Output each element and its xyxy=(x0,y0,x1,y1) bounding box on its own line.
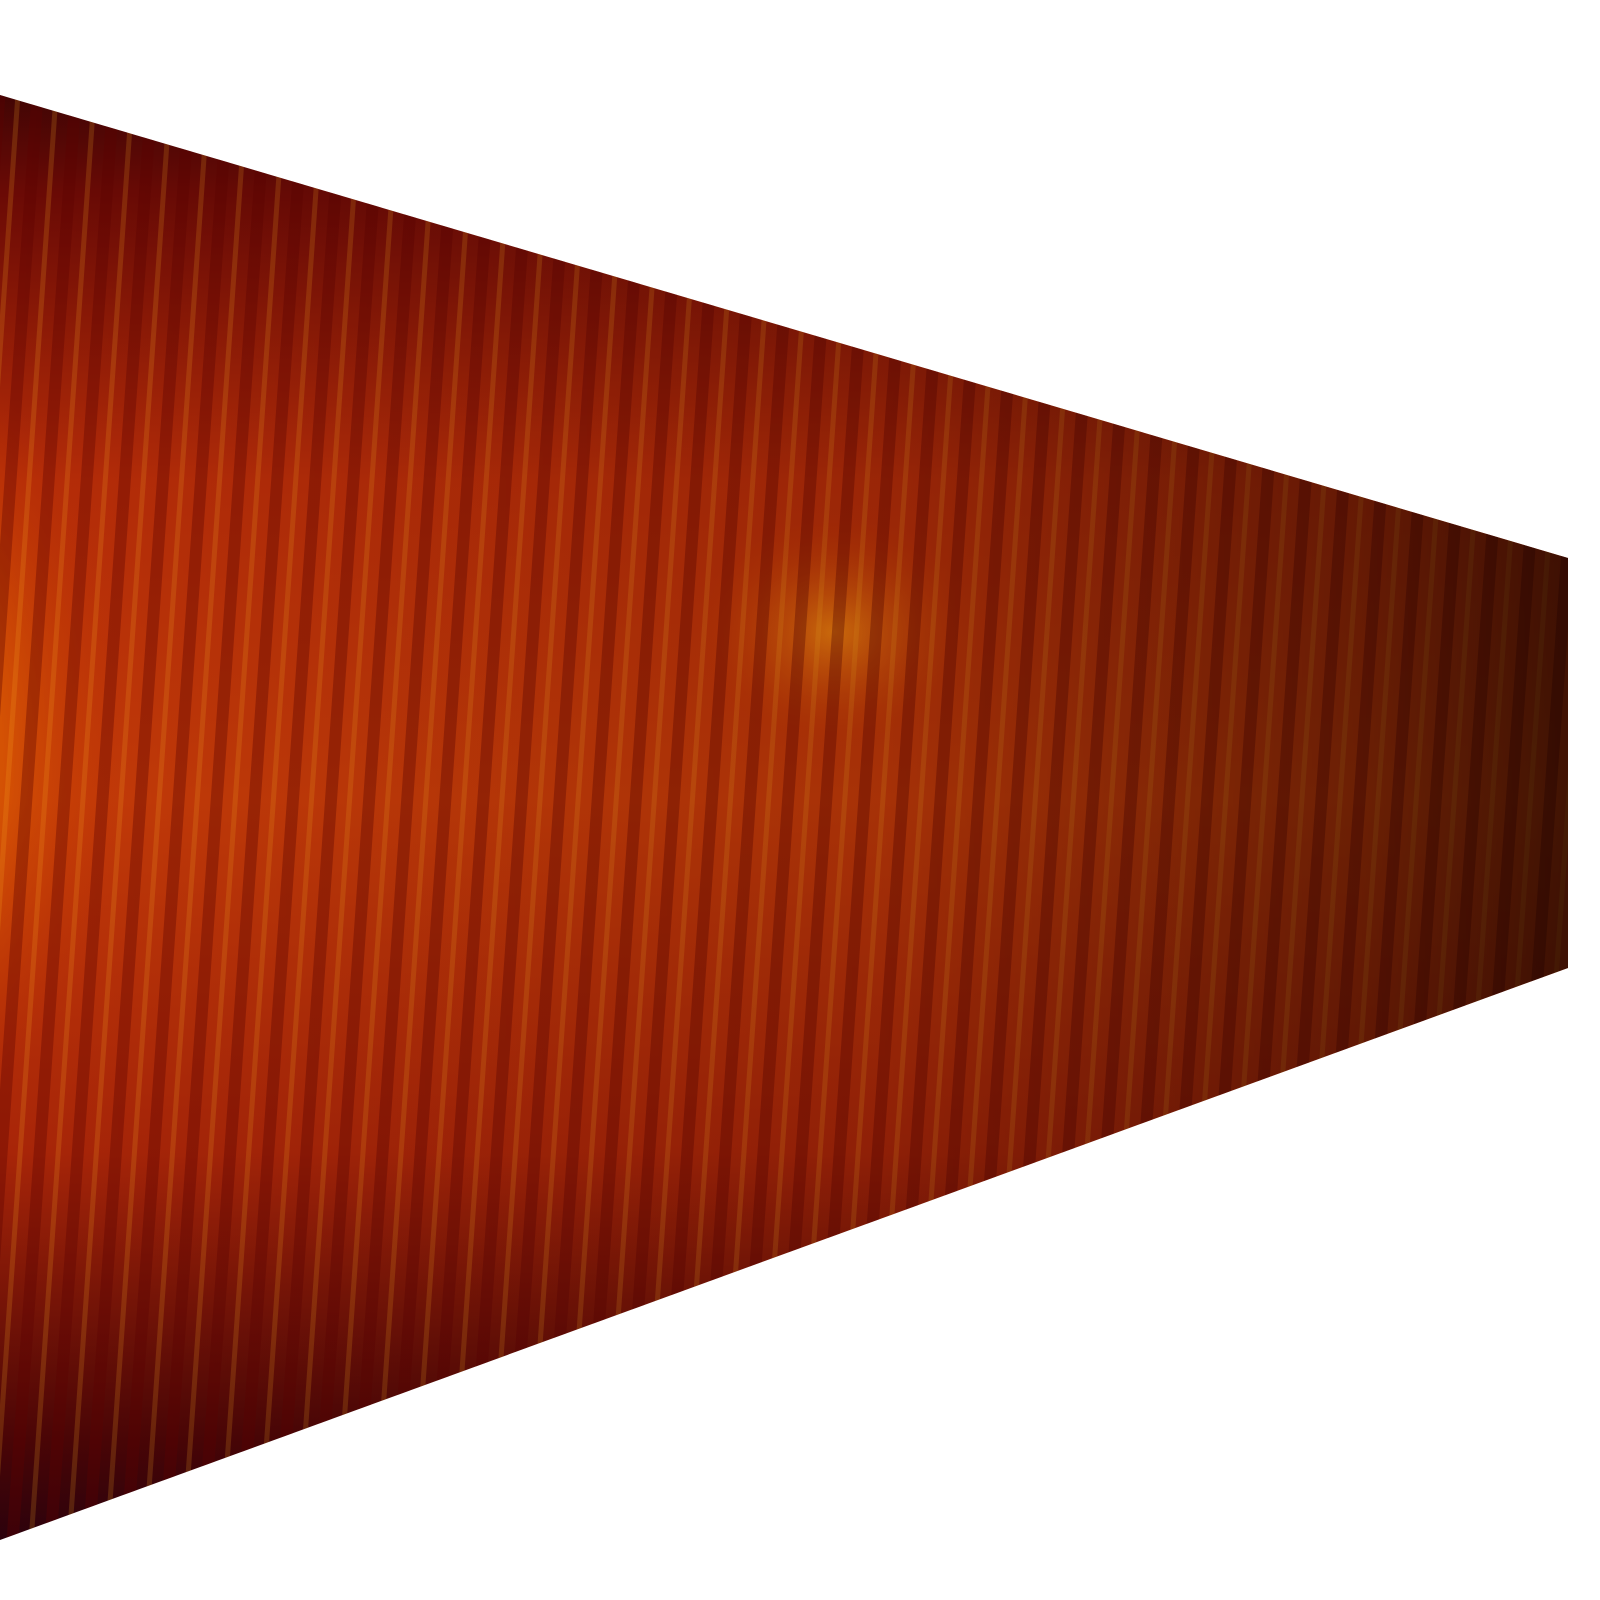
depth-falloff xyxy=(0,95,1568,1540)
cone-render xyxy=(0,95,1568,1540)
cone-surface xyxy=(0,95,1568,1540)
page: {} html, body { margin: 0; padding: 0; b… xyxy=(0,95,1568,1540)
body xyxy=(0,95,1568,1540)
